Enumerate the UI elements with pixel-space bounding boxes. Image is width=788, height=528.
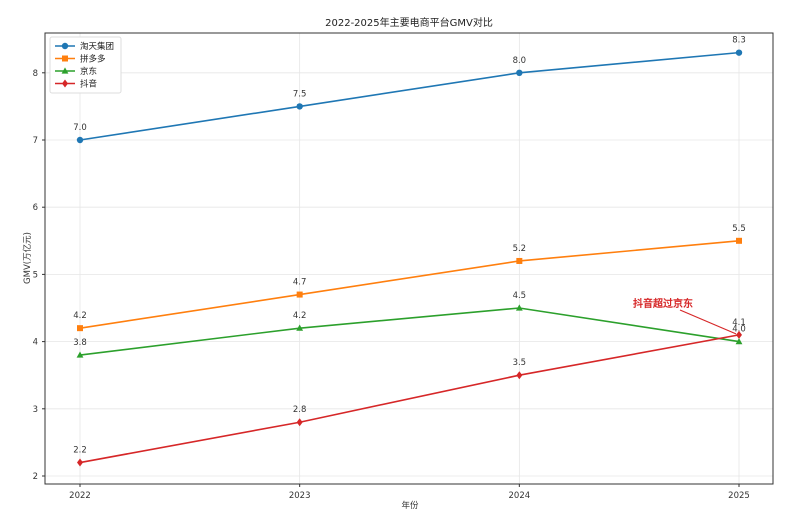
diamond-marker	[516, 371, 523, 380]
diamond-marker	[296, 418, 303, 427]
data-label: 2.8	[293, 405, 307, 415]
y-tick-label: 3	[33, 405, 38, 415]
grid-lines	[45, 33, 773, 484]
series-line	[79, 51, 740, 141]
y-axis-ticks: 2 3 4 5 6 7 8	[33, 69, 45, 482]
diamond-marker	[77, 458, 83, 467]
y-tick-label: 8	[33, 69, 38, 79]
circle-marker	[61, 42, 69, 50]
y-axis-label: GMV(万亿元)	[22, 232, 33, 284]
y-tick-label: 2	[33, 472, 38, 482]
chart-title: 2022-2025年主要电商平台GMV对比	[325, 16, 493, 29]
data-label: 8.3	[732, 36, 746, 46]
legend-label: 淘天集团	[80, 41, 114, 52]
square-marker	[77, 325, 83, 332]
annotation-arrow	[679, 309, 737, 335]
triangle-marker	[515, 304, 523, 311]
diamond-marker	[62, 79, 68, 88]
triangle-marker	[76, 351, 84, 358]
circle-marker	[516, 69, 523, 77]
series-0: 7.0 7.5 8.0 8.3	[73, 36, 746, 144]
x-tick-label: 2022	[69, 491, 91, 501]
data-label: 5.2	[513, 244, 527, 254]
square-marker	[62, 55, 68, 62]
square-marker	[736, 237, 742, 244]
annotation-text: 抖音超过京东	[633, 297, 693, 310]
legend-label: 京东	[80, 66, 97, 77]
data-label: 3.8	[73, 338, 87, 348]
triangle-marker	[61, 67, 69, 74]
data-label: 4.5	[513, 291, 527, 301]
data-label: 3.5	[513, 358, 527, 368]
data-label: 7.0	[73, 123, 87, 133]
series-1: 4.2 4.7 5.2 5.5	[73, 224, 746, 332]
legend-box	[49, 36, 122, 94]
data-label: 2.2	[73, 446, 87, 456]
legend-item: 京东	[55, 66, 97, 77]
series-3: 2.2 2.8 3.5 4.1	[73, 318, 746, 467]
data-label: 4.7	[293, 278, 307, 288]
diamond-marker	[736, 330, 742, 339]
circle-marker	[76, 136, 84, 144]
data-label: 8.0	[513, 56, 527, 66]
circle-marker	[735, 49, 743, 56]
series-lines: 7.07.58.08.34.24.75.25.53.84.24.54.02.22…	[73, 36, 746, 467]
data-label: 4.0	[732, 325, 746, 335]
data-label: 5.5	[732, 224, 746, 234]
x-tick-label: 2023	[289, 491, 311, 501]
y-tick-label: 6	[33, 203, 38, 213]
x-axis-ticks: 2022 2023 2024 2025	[69, 484, 750, 501]
data-label: 7.5	[293, 89, 307, 99]
y-tick-label: 5	[33, 270, 38, 280]
legend-item: 拼多多	[55, 54, 106, 65]
triangle-marker	[296, 324, 304, 331]
plot-area-frame	[44, 32, 774, 485]
legend-label: 拼多多	[80, 54, 106, 65]
legend-label: 抖音	[80, 79, 98, 90]
triangle-marker	[735, 338, 743, 345]
x-axis-label: 年份	[401, 500, 419, 511]
x-tick-label: 2024	[509, 491, 531, 501]
data-label: 4.1	[732, 318, 746, 328]
annotations: 抖音超过京东	[633, 297, 737, 335]
data-label: 4.2	[293, 311, 307, 321]
y-tick-label: 4	[33, 338, 38, 348]
legend-item: 抖音	[55, 79, 98, 90]
series-line	[79, 240, 740, 329]
series-line	[79, 334, 740, 464]
x-tick-label: 2025	[728, 491, 750, 501]
circle-marker	[296, 103, 303, 110]
square-marker	[296, 291, 303, 298]
y-tick-label: 7	[33, 136, 38, 146]
legend-item: 淘天集团	[55, 41, 114, 52]
data-label: 4.2	[73, 311, 87, 321]
square-marker	[516, 257, 523, 264]
series-2: 3.8 4.2 4.5 4.0	[73, 291, 746, 358]
series-line	[79, 307, 740, 356]
